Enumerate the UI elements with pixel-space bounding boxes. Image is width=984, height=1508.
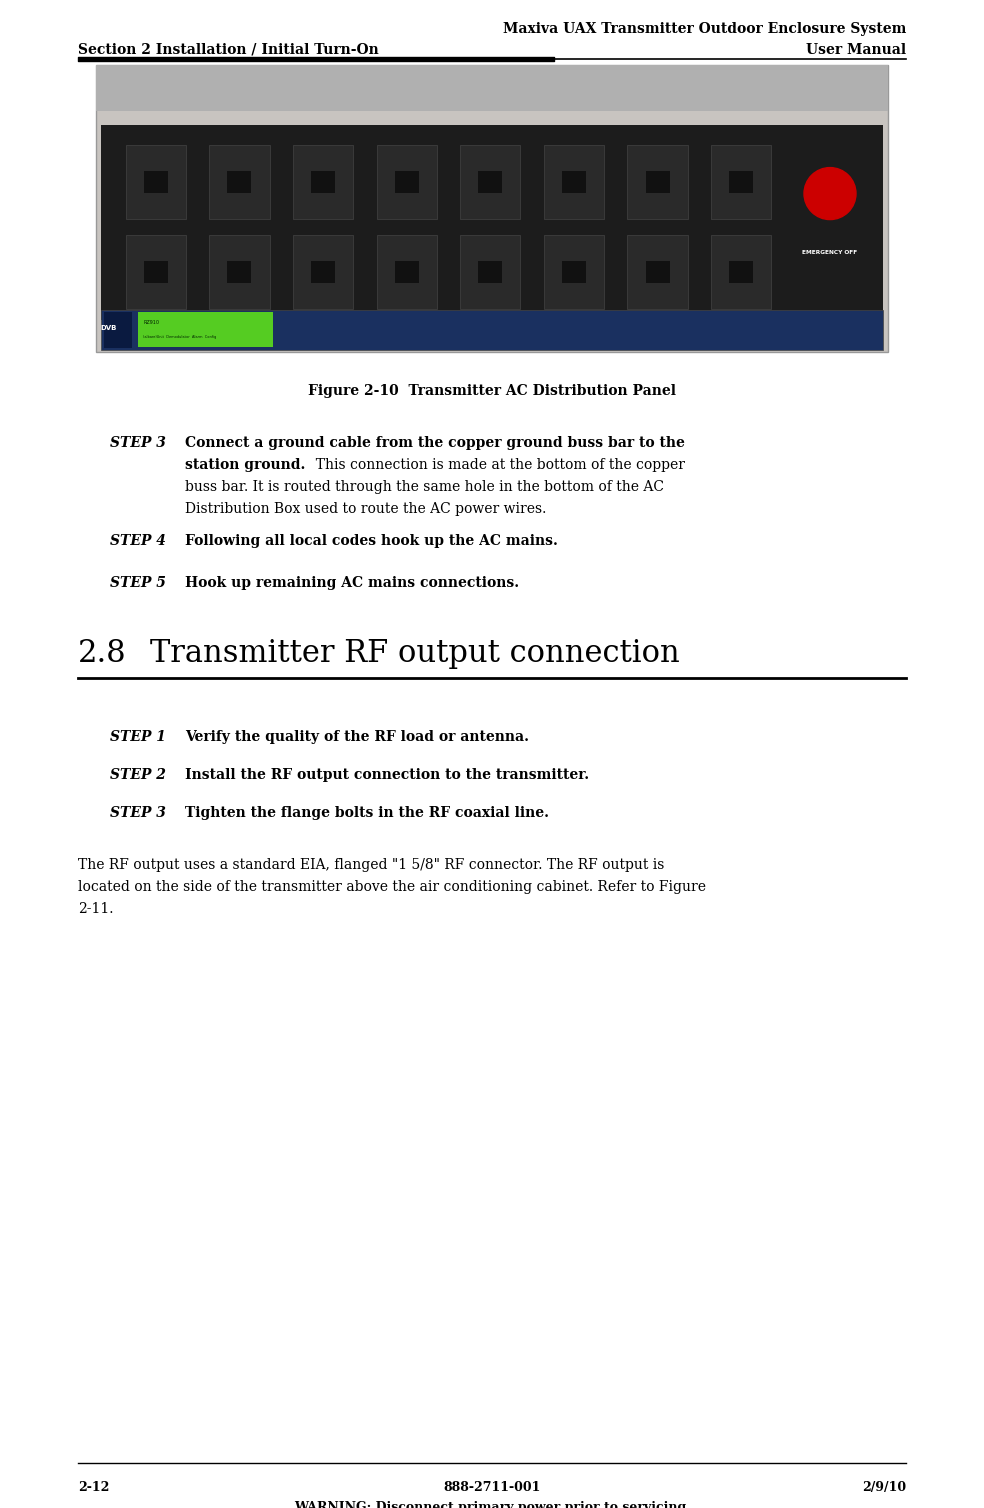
Text: (albare)Unit  Demodulator  Alarm  Config: (albare)Unit Demodulator Alarm Config (143, 335, 216, 339)
Circle shape (804, 167, 856, 220)
Bar (126, 235, 186, 309)
Text: STEP 3: STEP 3 (110, 436, 166, 449)
Bar (729, 261, 753, 284)
Bar (395, 261, 419, 284)
Bar (478, 261, 503, 284)
Bar (377, 145, 437, 219)
Text: STEP 1: STEP 1 (110, 730, 166, 743)
Text: Distribution Box used to route the AC power wires.: Distribution Box used to route the AC po… (185, 502, 546, 516)
Bar (729, 170, 753, 193)
Bar (101, 125, 883, 320)
Bar (210, 235, 270, 309)
Text: Following all local codes hook up the AC mains.: Following all local codes hook up the AC… (185, 534, 558, 547)
Bar (311, 170, 336, 193)
Text: 888-2711-001: 888-2711-001 (444, 1481, 540, 1494)
Bar (293, 145, 353, 219)
Bar (711, 235, 771, 309)
Text: station ground.: station ground. (185, 458, 305, 472)
Text: located on the side of the transmitter above the air conditioning cabinet. Refer: located on the side of the transmitter a… (78, 881, 706, 894)
Bar (138, 312, 273, 347)
Bar (646, 170, 669, 193)
Text: Tighten the flange bolts in the RF coaxial line.: Tighten the flange bolts in the RF coaxi… (185, 805, 549, 820)
Bar (544, 235, 604, 309)
Text: buss bar. It is routed through the same hole in the bottom of the AC: buss bar. It is routed through the same … (185, 480, 664, 495)
Text: Install the RF output connection to the transmitter.: Install the RF output connection to the … (185, 768, 589, 783)
Text: Connect a ground cable from the copper ground buss bar to the: Connect a ground cable from the copper g… (185, 436, 685, 449)
Text: Figure 2-10  Transmitter AC Distribution Panel: Figure 2-10 Transmitter AC Distribution … (308, 385, 676, 398)
Bar (96, 65, 888, 112)
Text: RZ910: RZ910 (143, 320, 159, 326)
Bar (478, 170, 503, 193)
Bar (210, 145, 270, 219)
Text: STEP 3: STEP 3 (110, 805, 166, 820)
Text: 2-12: 2-12 (78, 1481, 109, 1494)
Text: 2.8: 2.8 (78, 638, 127, 670)
Text: EMERGENCY OFF: EMERGENCY OFF (802, 250, 858, 255)
Bar (628, 145, 688, 219)
Text: 2-11.: 2-11. (78, 902, 113, 915)
Bar (144, 261, 168, 284)
Bar (227, 261, 252, 284)
Bar (461, 235, 521, 309)
Text: Hook up remaining AC mains connections.: Hook up remaining AC mains connections. (185, 576, 520, 590)
Bar (562, 261, 586, 284)
Bar (96, 65, 888, 351)
Text: Section 2 Installation / Initial Turn-On: Section 2 Installation / Initial Turn-On (78, 44, 379, 57)
Text: WARNING: Disconnect primary power prior to servicing.: WARNING: Disconnect primary power prior … (293, 1500, 691, 1508)
Text: Verify the quality of the RF load or antenna.: Verify the quality of the RF load or ant… (185, 730, 529, 743)
Text: The RF output uses a standard EIA, flanged "1 5/8" RF connector. The RF output i: The RF output uses a standard EIA, flang… (78, 858, 664, 872)
Bar (562, 170, 586, 193)
Text: STEP 5: STEP 5 (110, 576, 166, 590)
Bar (711, 145, 771, 219)
Text: DVB: DVB (100, 324, 117, 330)
Bar (104, 312, 132, 348)
Bar (101, 309, 883, 350)
Text: STEP 4: STEP 4 (110, 534, 166, 547)
Text: Maxiva UAX Transmitter Outdoor Enclosure System: Maxiva UAX Transmitter Outdoor Enclosure… (503, 23, 906, 36)
Text: 2/9/10: 2/9/10 (862, 1481, 906, 1494)
Bar (311, 261, 336, 284)
Bar (377, 235, 437, 309)
Bar (461, 145, 521, 219)
Bar (395, 170, 419, 193)
Text: Transmitter RF output connection: Transmitter RF output connection (150, 638, 680, 670)
Text: User Manual: User Manual (806, 44, 906, 57)
Bar (144, 170, 168, 193)
Bar (293, 235, 353, 309)
Bar (126, 145, 186, 219)
Bar (646, 261, 669, 284)
Bar (628, 235, 688, 309)
Text: STEP 2: STEP 2 (110, 768, 166, 783)
Bar (227, 170, 252, 193)
Bar (544, 145, 604, 219)
Text: This connection is made at the bottom of the copper: This connection is made at the bottom of… (307, 458, 685, 472)
